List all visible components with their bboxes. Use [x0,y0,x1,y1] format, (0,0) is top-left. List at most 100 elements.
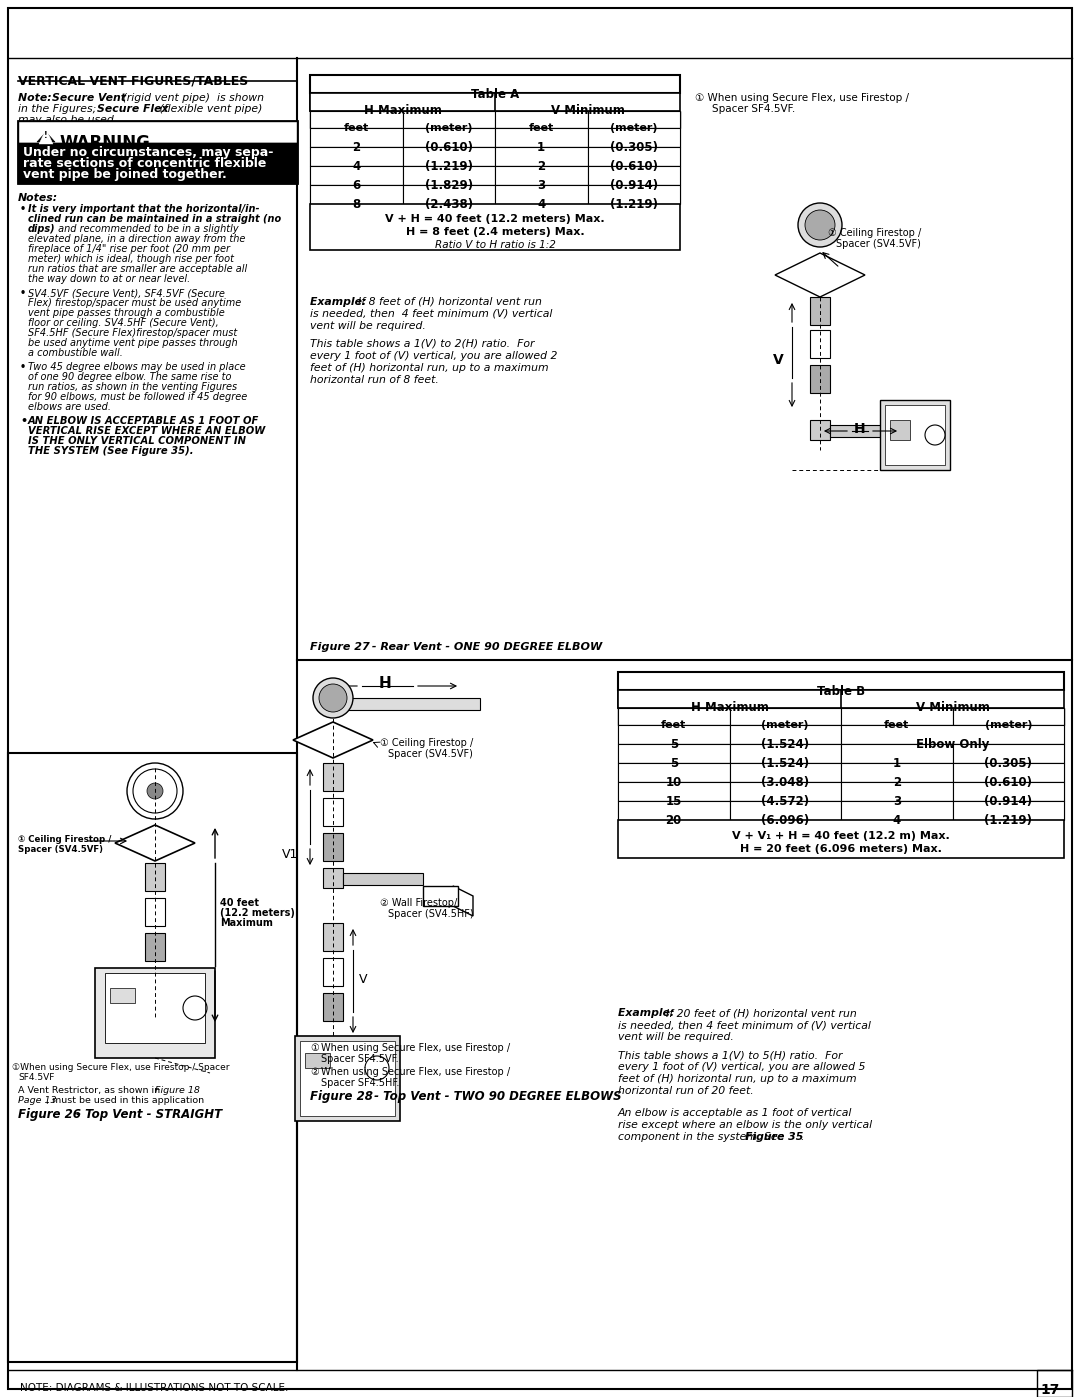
Text: feet: feet [343,123,369,133]
Bar [145,898,165,926]
Text: H = 8 feet (2.4 meters) Max.: H = 8 feet (2.4 meters) Max. [406,226,584,237]
Text: floor or ceiling. SV4.5HF (Secure Vent),: floor or ceiling. SV4.5HF (Secure Vent), [28,319,219,328]
Bar [323,833,343,861]
Text: - Top Vent - TWO 90 DEGREE ELBOWS: - Top Vent - TWO 90 DEGREE ELBOWS [370,1090,622,1104]
Text: vent will be required.: vent will be required. [618,1032,734,1042]
Bar [618,800,1064,820]
Text: THE SYSTEM (See Figure 35).: THE SYSTEM (See Figure 35). [28,446,193,455]
Bar [110,988,135,1003]
Bar [403,147,495,166]
Bar [323,868,343,888]
Text: SV4.5VF (Secure Vent), SF4.5VF (Secure: SV4.5VF (Secure Vent), SF4.5VF (Secure [28,288,225,298]
Bar [618,745,729,763]
Text: 8: 8 [352,198,361,211]
Bar [323,993,343,1021]
Bar [495,129,588,147]
Text: (3.048): (3.048) [761,775,809,789]
Bar [145,863,165,891]
Text: fireplace of 1/4" rise per foot (20 mm per: fireplace of 1/4" rise per foot (20 mm p… [28,244,230,254]
Bar [953,708,1064,725]
Bar [295,1037,400,1120]
Text: V: V [359,972,367,986]
Text: It is very important that the horizontal/in-: It is very important that the horizontal… [28,204,259,214]
Text: (6.096): (6.096) [761,814,809,827]
Text: (1.219): (1.219) [984,814,1032,827]
Text: (0.610): (0.610) [610,161,658,173]
Text: 2: 2 [352,141,361,154]
Text: 1: 1 [537,141,545,154]
Text: V: V [772,353,783,367]
Bar [729,782,841,800]
Text: (rigid vent pipe)  is shown: (rigid vent pipe) is shown [119,94,264,103]
Text: elevated plane, in a direction away from the: elevated plane, in a direction away from… [28,235,245,244]
Bar [403,166,495,184]
Bar [618,725,729,745]
Text: Spacer SF4.5VF.: Spacer SF4.5VF. [321,1053,399,1065]
Text: 15: 15 [665,795,681,807]
Bar [495,166,588,184]
Text: Two 45 degree elbows may be used in place: Two 45 degree elbows may be used in plac… [28,362,245,372]
Text: NOTE: DIAGRAMS & ILLUSTRATIONS NOT TO SCALE.: NOTE: DIAGRAMS & ILLUSTRATIONS NOT TO SC… [21,1383,288,1393]
Bar [618,782,729,800]
Text: VERTICAL VENT FIGURES/TABLES: VERTICAL VENT FIGURES/TABLES [18,75,248,88]
Bar [323,923,343,951]
Text: When using Secure Flex, use Firestop /: When using Secure Flex, use Firestop / [321,1067,510,1077]
Text: feet: feet [885,719,909,731]
Bar [841,725,1064,745]
Text: Spacer (SV4.5HF): Spacer (SV4.5HF) [388,909,474,919]
Bar [729,763,841,782]
Bar [310,129,403,147]
Text: This table shows a 1(V) to 5(H) ratio.  For: This table shows a 1(V) to 5(H) ratio. F… [618,1051,842,1060]
Polygon shape [39,129,53,144]
Text: Spacer (SV4.5VF): Spacer (SV4.5VF) [836,239,921,249]
Bar [423,886,458,907]
Text: Table B: Table B [816,685,865,698]
Text: Page 13: Page 13 [18,1097,56,1105]
Bar [495,147,588,166]
Bar [588,129,680,147]
Bar [323,763,343,791]
Text: V Minimum: V Minimum [916,701,989,714]
Text: feet of (H) horizontal run, up to a maximum: feet of (H) horizontal run, up to a maxi… [618,1074,856,1084]
Text: vent pipe passes through a combustible: vent pipe passes through a combustible [28,307,225,319]
Bar [403,184,495,204]
Bar [618,763,1064,782]
Bar [343,873,423,886]
Bar [618,672,1064,690]
Bar [323,958,343,986]
Text: clined run can be maintained in a straight (no: clined run can be maintained in a straig… [28,214,281,224]
Text: horizontal run of 8 feet.: horizontal run of 8 feet. [310,374,438,386]
Text: Figure 35: Figure 35 [745,1132,804,1141]
Bar [618,708,729,725]
Text: (2.438): (2.438) [424,198,473,211]
Text: 2: 2 [893,775,901,789]
Text: Figure 26: Figure 26 [18,1108,81,1120]
Bar [145,933,165,961]
Polygon shape [37,131,55,142]
Text: (meter): (meter) [610,123,658,133]
Text: (4.572): (4.572) [761,795,809,807]
Bar [403,110,495,129]
Bar [403,129,495,147]
Text: is needed, then 4 feet minimum of (V) vertical: is needed, then 4 feet minimum of (V) ve… [618,1020,870,1030]
Bar [953,782,1064,800]
Text: 4: 4 [893,814,901,827]
Text: (1.524): (1.524) [761,738,809,752]
Bar [810,365,831,393]
Text: (1.219): (1.219) [424,161,473,173]
Text: 5: 5 [670,757,678,770]
Text: Under no circumstances, may sepa-: Under no circumstances, may sepa- [23,147,273,159]
Text: 20: 20 [665,814,681,827]
Bar [618,800,729,820]
Bar [18,122,297,142]
Bar [841,708,953,725]
Bar [18,122,297,183]
Text: rise except where an elbow is the only vertical: rise except where an elbow is the only v… [618,1120,873,1130]
Bar [618,763,729,782]
Text: 1: 1 [893,757,901,770]
Text: 4: 4 [352,161,361,173]
Text: 4: 4 [537,198,545,211]
Text: Flex) firestop/spacer must be used anytime: Flex) firestop/spacer must be used anyti… [28,298,241,307]
Text: VERTICAL RISE EXCEPT WHERE AN ELBOW: VERTICAL RISE EXCEPT WHERE AN ELBOW [28,426,266,436]
Text: V1: V1 [282,848,298,861]
